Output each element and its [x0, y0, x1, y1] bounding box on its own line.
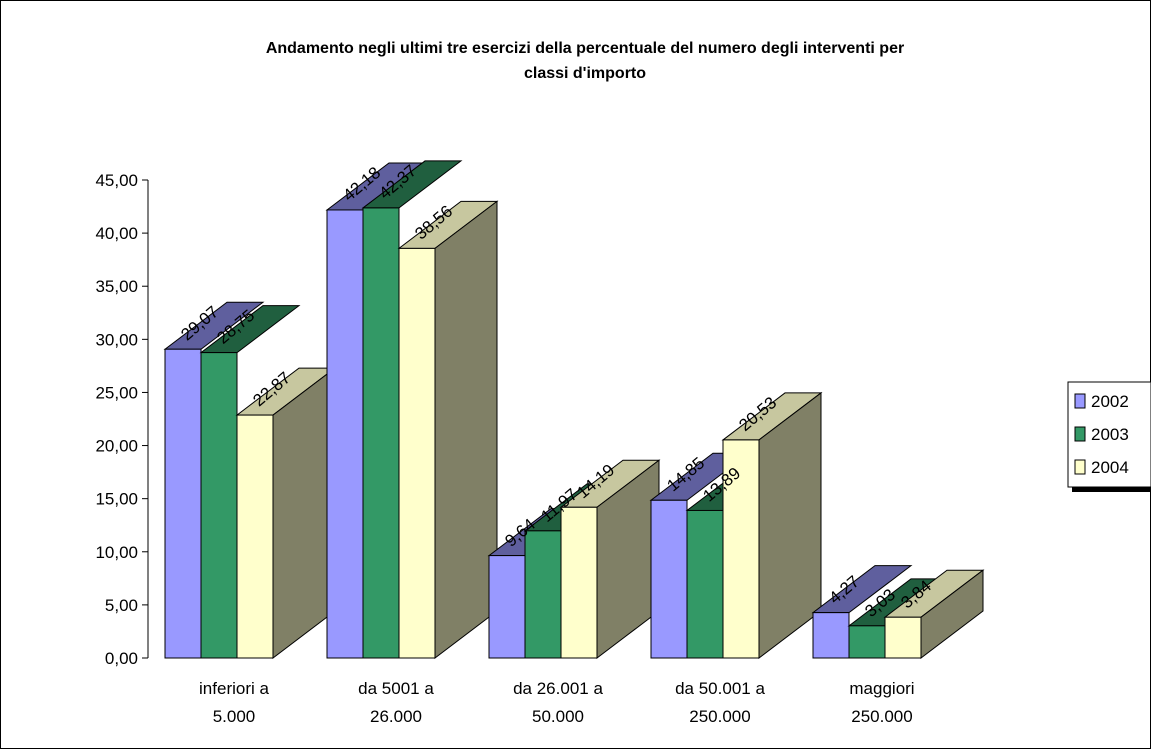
legend-shadow [1072, 487, 1151, 492]
bar-front [164, 348, 202, 659]
y-tick-label: 10,00 [95, 543, 138, 562]
legend-label: 2004 [1091, 458, 1129, 477]
bars-area [163, 160, 985, 660]
bar-2004-2 [559, 459, 661, 660]
bar-2002-4 [811, 565, 913, 659]
bar-front [488, 555, 526, 659]
bar-front [560, 506, 598, 659]
bar-2004-4 [883, 569, 985, 660]
legend-swatch [1074, 459, 1086, 475]
y-tick-label: 5,00 [105, 596, 138, 615]
chart-title-line-2: classi d'importo [524, 65, 646, 82]
bar-side [758, 391, 822, 660]
bar-front [812, 612, 850, 659]
y-tick-label: 30,00 [95, 330, 138, 349]
legend-label: 2003 [1091, 425, 1129, 444]
legend-swatch [1074, 393, 1086, 409]
y-tick-label: 35,00 [95, 277, 138, 296]
x-tick-label: 250.000 [851, 707, 912, 726]
bar-side [434, 200, 498, 660]
bar-front [722, 439, 760, 659]
x-axis: inferiori a 5.000 da 5001 a 26.000 da 26.001… [199, 679, 915, 726]
bar-front [200, 352, 238, 659]
x-tick-label: da 26.001 a [513, 679, 603, 698]
y-tick-label: 0,00 [105, 649, 138, 668]
bar-front [848, 625, 886, 659]
legend: 2002 2003 2004 [1067, 381, 1151, 492]
legend-swatch [1074, 426, 1086, 442]
bar-front [884, 616, 922, 659]
y-tick-label: 40,00 [95, 224, 138, 243]
x-tick-label: 5.000 [213, 707, 256, 726]
x-tick-label: 26.000 [370, 707, 422, 726]
bar-2003-1 [361, 160, 463, 659]
y-tick-label: 20,00 [95, 437, 138, 456]
bar-2004-0 [235, 367, 337, 660]
y-tick-label: 45,00 [95, 171, 138, 190]
x-tick-label: 250.000 [689, 707, 750, 726]
x-tick-label: 50.000 [532, 707, 584, 726]
bar-2004-3 [721, 391, 823, 660]
y-tick-label: 25,00 [95, 383, 138, 402]
bar-front [326, 209, 364, 659]
legend-label: 2002 [1091, 392, 1129, 411]
x-tick-label: maggiori [849, 679, 914, 698]
bar-front [650, 499, 688, 659]
bar-front [524, 530, 562, 659]
y-axis: 0,00 5,00 10,00 15,00 20,00 25,00 30,00 35,00 40… [95, 171, 149, 668]
bar-front [398, 247, 436, 659]
bar-side [272, 367, 336, 660]
bar-front [236, 414, 274, 659]
bar-2003-0 [199, 305, 301, 659]
bar-2004-1 [397, 200, 499, 660]
bar-2002-0 [163, 301, 265, 659]
x-tick-label: inferiori a [199, 679, 269, 698]
chart-title-line-1: Andamento negli ultimi tre esercizi dell… [266, 40, 904, 57]
bar-front [686, 509, 724, 659]
bar-2002-1 [325, 162, 427, 659]
bar-front [362, 207, 400, 659]
x-tick-label: da 5001 a [358, 679, 434, 698]
y-tick-label: 15,00 [95, 490, 138, 509]
x-tick-label: da 50.001 a [675, 679, 765, 698]
